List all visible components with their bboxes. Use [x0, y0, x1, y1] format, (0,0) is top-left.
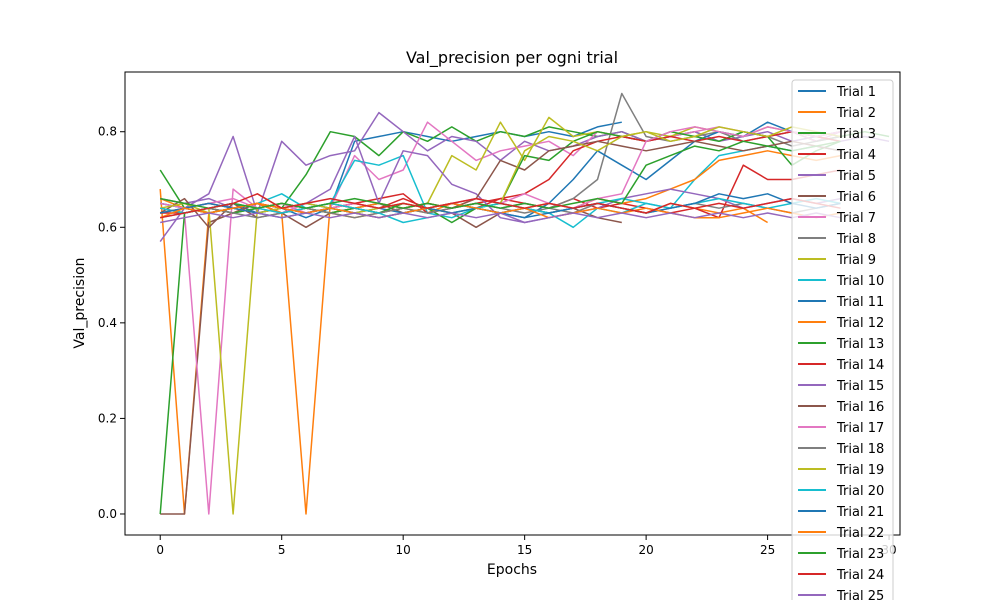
- plot-area-frame: [124, 71, 901, 536]
- legend-label: Trial 18: [836, 442, 884, 457]
- legend-label: Trial 9: [836, 253, 876, 268]
- legend-label: Trial 11: [836, 295, 884, 310]
- series-line-trial-25: [160, 212, 841, 224]
- x-tick-label: 10: [396, 543, 411, 557]
- legend-label: Trial 12: [836, 316, 884, 331]
- x-tick-label: 0: [156, 543, 164, 557]
- legend-label: Trial 23: [836, 547, 884, 562]
- series-line-trial-24: [160, 193, 841, 219]
- legend-label: Trial 22: [836, 526, 884, 541]
- legend-box: [791, 79, 894, 600]
- series-line-trial-5: [159, 111, 890, 243]
- legend-label: Trial 6: [836, 190, 876, 205]
- legend-label: Trial 10: [836, 274, 884, 289]
- y-tick-label: 0.4: [98, 316, 117, 330]
- x-tick-label: 5: [278, 543, 286, 557]
- legend-label: Trial 25: [836, 589, 884, 600]
- legend-label: Trial 8: [836, 232, 876, 247]
- legend-label: Trial 1: [836, 85, 876, 100]
- x-axis-label: Epochs: [487, 562, 537, 578]
- chart-title: Val_precision per ogni trial: [406, 48, 618, 68]
- legend-label: Trial 20: [836, 484, 884, 499]
- legend-label: Trial 24: [836, 568, 884, 583]
- legend-label: Trial 3: [836, 127, 876, 142]
- legend-label: Trial 4: [836, 148, 876, 163]
- legend-label: Trial 7: [836, 211, 876, 226]
- y-tick-label: 0.0: [98, 507, 117, 521]
- legend: Trial 1 Trial 2 Trial 3 Trial 4 Trial 5 Trial…: [791, 79, 894, 600]
- series-line-trial-23: [160, 140, 841, 209]
- y-tick-label: 0.6: [98, 220, 117, 234]
- y-tick-label: 0.8: [98, 125, 117, 139]
- series-layer: [159, 92, 890, 515]
- legend-label: Trial 16: [836, 400, 884, 415]
- legend-label: Trial 15: [836, 379, 884, 394]
- legend-label: Trial 5: [836, 169, 876, 184]
- y-tick-label: 0.2: [98, 411, 117, 425]
- legend-label: Trial 13: [836, 337, 884, 352]
- x-tick-label: 20: [638, 543, 653, 557]
- x-tick-label: 25: [760, 543, 775, 557]
- legend-label: Trial 21: [836, 505, 884, 520]
- legend-label: Trial 14: [836, 358, 884, 373]
- legend-label: Trial 2: [836, 106, 876, 121]
- legend-label: Trial 17: [836, 421, 884, 436]
- y-axis-label: Val_precision: [72, 257, 88, 348]
- x-tick-label: 15: [517, 543, 532, 557]
- legend-label: Trial 19: [836, 463, 884, 478]
